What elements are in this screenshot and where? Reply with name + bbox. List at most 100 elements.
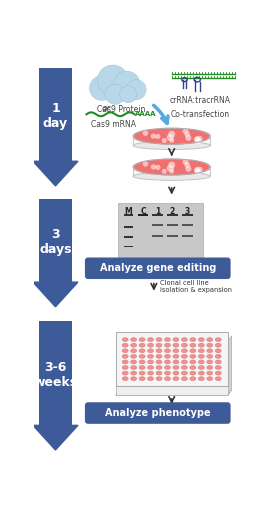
Circle shape xyxy=(169,169,174,174)
Polygon shape xyxy=(116,390,232,395)
Bar xyxy=(124,236,133,238)
Ellipse shape xyxy=(122,354,128,358)
Text: M: M xyxy=(124,207,132,216)
Ellipse shape xyxy=(181,349,187,353)
Ellipse shape xyxy=(131,349,137,353)
Ellipse shape xyxy=(156,371,162,375)
Ellipse shape xyxy=(215,371,221,375)
Ellipse shape xyxy=(139,337,145,342)
Ellipse shape xyxy=(164,337,171,342)
Ellipse shape xyxy=(147,371,154,375)
Ellipse shape xyxy=(156,365,162,369)
Ellipse shape xyxy=(156,349,162,353)
Text: Clonal cell line
isolation & expansion: Clonal cell line isolation & expansion xyxy=(160,280,232,293)
Bar xyxy=(182,235,193,237)
Ellipse shape xyxy=(139,343,145,347)
Ellipse shape xyxy=(173,360,179,364)
Circle shape xyxy=(194,137,200,143)
Ellipse shape xyxy=(133,141,210,150)
Circle shape xyxy=(167,165,174,172)
Ellipse shape xyxy=(207,377,213,381)
Circle shape xyxy=(184,162,190,168)
Text: Cas9 Protein: Cas9 Protein xyxy=(97,105,146,114)
Text: 3: 3 xyxy=(185,207,190,216)
Ellipse shape xyxy=(131,371,137,375)
Ellipse shape xyxy=(139,365,145,369)
Text: Co-transfection: Co-transfection xyxy=(171,110,230,119)
Ellipse shape xyxy=(181,337,187,342)
Ellipse shape xyxy=(164,343,171,347)
Circle shape xyxy=(194,167,200,173)
Ellipse shape xyxy=(173,343,179,347)
Bar xyxy=(152,224,163,226)
Circle shape xyxy=(143,131,148,136)
Circle shape xyxy=(151,134,156,139)
Ellipse shape xyxy=(198,360,204,364)
Ellipse shape xyxy=(147,377,154,381)
Ellipse shape xyxy=(164,377,171,381)
Ellipse shape xyxy=(164,360,171,364)
Circle shape xyxy=(185,166,191,172)
Ellipse shape xyxy=(131,354,137,358)
Text: Cas9 mRNA: Cas9 mRNA xyxy=(91,120,136,130)
Ellipse shape xyxy=(190,349,196,353)
Polygon shape xyxy=(33,161,78,186)
Ellipse shape xyxy=(181,354,187,358)
Circle shape xyxy=(183,159,188,165)
Ellipse shape xyxy=(207,360,213,364)
Bar xyxy=(138,214,148,216)
Polygon shape xyxy=(33,425,78,450)
Ellipse shape xyxy=(156,343,162,347)
Ellipse shape xyxy=(207,349,213,353)
Ellipse shape xyxy=(181,377,187,381)
Ellipse shape xyxy=(215,365,221,369)
Ellipse shape xyxy=(131,360,137,364)
Bar xyxy=(133,138,210,146)
Ellipse shape xyxy=(190,371,196,375)
Ellipse shape xyxy=(173,371,179,375)
Ellipse shape xyxy=(164,365,171,369)
Ellipse shape xyxy=(198,337,204,342)
Circle shape xyxy=(162,169,167,174)
Bar xyxy=(124,214,133,216)
Circle shape xyxy=(90,76,114,101)
Ellipse shape xyxy=(122,349,128,353)
Circle shape xyxy=(168,131,175,138)
Circle shape xyxy=(197,136,202,142)
Bar xyxy=(167,214,178,216)
Bar xyxy=(39,68,72,161)
Circle shape xyxy=(183,128,188,134)
Text: C: C xyxy=(140,207,146,216)
Circle shape xyxy=(114,71,140,98)
Text: or: or xyxy=(101,104,110,114)
Ellipse shape xyxy=(156,354,162,358)
Ellipse shape xyxy=(131,343,137,347)
Circle shape xyxy=(155,134,160,139)
Ellipse shape xyxy=(215,360,221,364)
Ellipse shape xyxy=(198,365,204,369)
Ellipse shape xyxy=(164,349,171,353)
Bar xyxy=(182,224,193,226)
Ellipse shape xyxy=(147,343,154,347)
Bar xyxy=(39,199,72,282)
Ellipse shape xyxy=(190,377,196,381)
Ellipse shape xyxy=(122,360,128,364)
Ellipse shape xyxy=(207,354,213,358)
Ellipse shape xyxy=(139,354,145,358)
Ellipse shape xyxy=(190,360,196,364)
Bar xyxy=(133,169,210,176)
Ellipse shape xyxy=(215,343,221,347)
Ellipse shape xyxy=(134,159,210,175)
Ellipse shape xyxy=(181,360,187,364)
Bar xyxy=(167,224,178,226)
Ellipse shape xyxy=(147,349,154,353)
Ellipse shape xyxy=(181,365,187,369)
Ellipse shape xyxy=(190,365,196,369)
Ellipse shape xyxy=(139,377,145,381)
Bar xyxy=(124,227,133,228)
Text: 1: 1 xyxy=(155,207,160,216)
Circle shape xyxy=(167,134,174,141)
Ellipse shape xyxy=(198,371,204,375)
Ellipse shape xyxy=(131,337,137,342)
Ellipse shape xyxy=(181,343,187,347)
